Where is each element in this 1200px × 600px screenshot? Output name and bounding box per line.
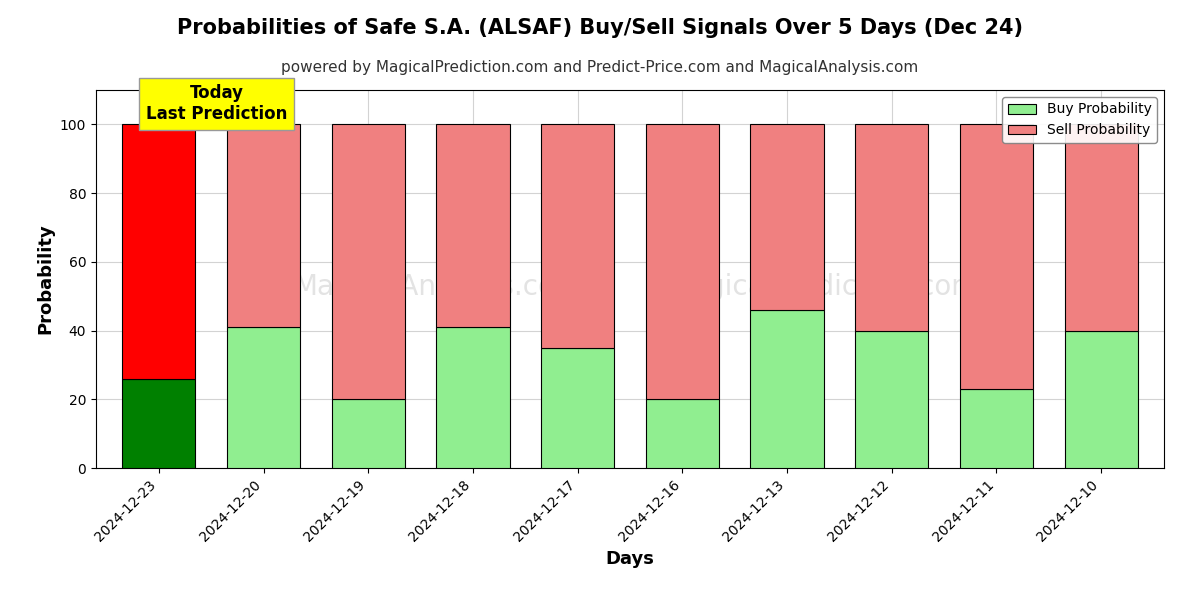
Bar [750,310,823,468]
Bar [646,124,719,399]
Bar [856,124,929,331]
Legend: Buy Probability, Sell Probability: Buy Probability, Sell Probability [1002,97,1157,143]
Bar [227,327,300,468]
Bar [1064,124,1138,331]
Text: Probabilities of Safe S.A. (ALSAF) Buy/Sell Signals Over 5 Days (Dec 24): Probabilities of Safe S.A. (ALSAF) Buy/S… [178,18,1022,38]
Bar [227,124,300,327]
Bar [331,399,404,468]
Bar [122,124,196,379]
Bar [960,389,1033,468]
Text: MagicalAnalysis.com: MagicalAnalysis.com [293,272,582,301]
Bar [1064,331,1138,468]
Bar [856,331,929,468]
Bar [750,124,823,310]
Y-axis label: Probability: Probability [36,224,54,334]
Bar [331,124,404,399]
Text: powered by MagicalPrediction.com and Predict-Price.com and MagicalAnalysis.com: powered by MagicalPrediction.com and Pre… [281,60,919,75]
Bar [122,379,196,468]
Text: Today
Last Prediction: Today Last Prediction [145,85,287,123]
Bar [541,124,614,348]
Bar [541,348,614,468]
X-axis label: Days: Days [606,550,654,568]
Text: MagicalPrediction.com: MagicalPrediction.com [666,272,978,301]
Bar [960,124,1033,389]
Bar [646,399,719,468]
Bar [437,124,510,327]
Bar [437,327,510,468]
